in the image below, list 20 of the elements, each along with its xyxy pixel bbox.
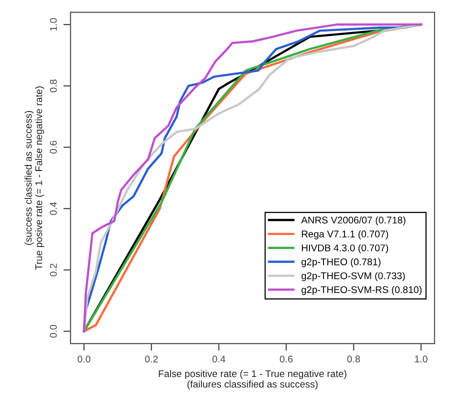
x-tick-label: 0.6: [280, 356, 293, 363]
x-tick-label: 0.2: [145, 356, 158, 363]
y-tick-label: 0.8: [50, 80, 57, 92]
legend-label: g2p-THEO (0.781): [302, 258, 380, 268]
y-axis-title: (success classified as success) True posive rate (= 1 - False negative rate): [24, 86, 44, 270]
y-tick-label: 0.2: [50, 264, 57, 276]
legend-label: HIVDB 4.3.0 (0.707): [302, 244, 388, 254]
y-tick-label: 0.4: [50, 202, 57, 215]
x-axis-title: False positive rate (= 1 - True negative rate) (failures classified as success): [158, 370, 346, 390]
legend-label: Rega V7.1.1 (0.707): [302, 230, 388, 240]
y-tick-label: 1.0: [50, 18, 57, 31]
legend-label: g2p-THEO-SVM-RS (0.810): [302, 286, 422, 296]
x-tick-label: 0.8: [347, 356, 360, 363]
y-tick-label: 0.0: [50, 324, 57, 338]
legend-label: ANRS V2006/07 (0.718): [301, 216, 406, 226]
y-tick-label: 0.6: [50, 140, 57, 154]
x-tick-label: 1.0: [415, 356, 428, 363]
x-tick-label: 0.0: [78, 356, 90, 363]
x-tick-label: 0.4: [212, 356, 226, 363]
legend-label: g2p-THEO-SVM (0.733): [302, 272, 405, 282]
